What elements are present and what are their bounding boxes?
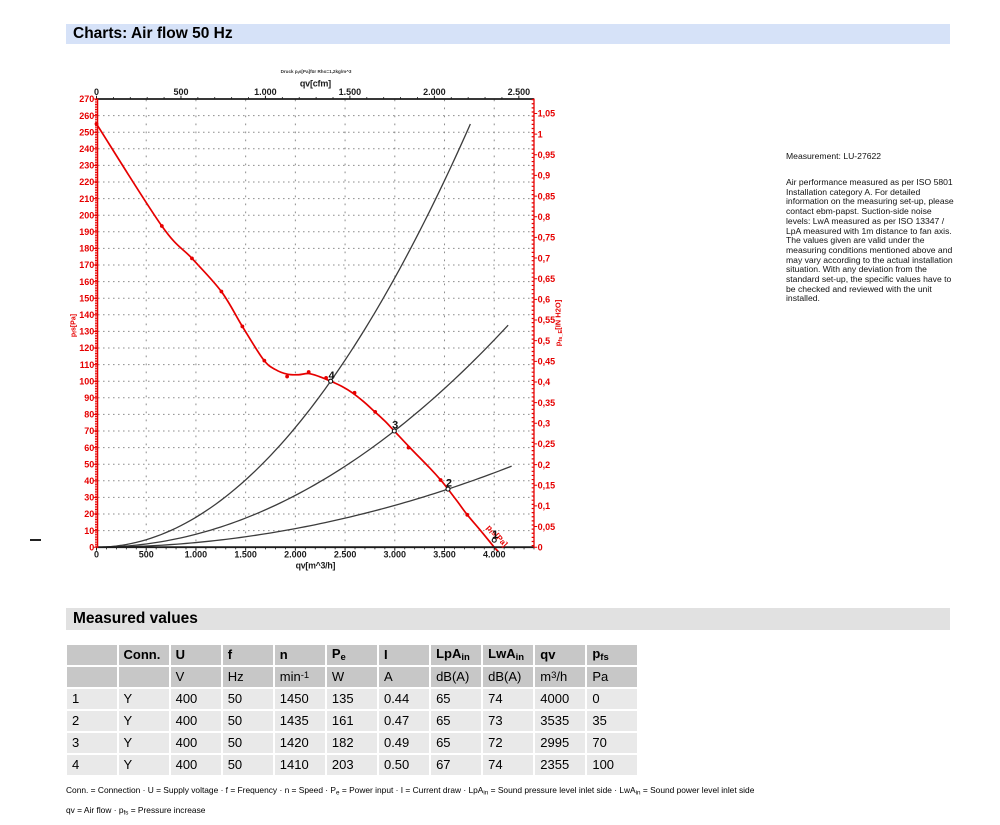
- svg-text:0,95: 0,95: [538, 150, 556, 160]
- svg-text:1.500: 1.500: [234, 550, 257, 560]
- svg-text:190: 190: [79, 227, 94, 237]
- svg-text:1,05: 1,05: [538, 109, 556, 119]
- svg-text:70: 70: [84, 426, 94, 436]
- svg-text:140: 140: [79, 310, 94, 320]
- svg-text:60: 60: [84, 443, 94, 453]
- svg-text:0,85: 0,85: [538, 191, 556, 201]
- svg-text:250: 250: [79, 127, 94, 137]
- svg-text:500: 500: [139, 550, 154, 560]
- svg-text:0: 0: [94, 87, 99, 97]
- svg-text:0,35: 0,35: [538, 398, 556, 408]
- svg-text:1: 1: [492, 529, 498, 541]
- svg-text:0,15: 0,15: [538, 480, 556, 490]
- svg-text:pfs_E[IN H2O]: pfs_E[IN H2O]: [554, 299, 564, 346]
- svg-text:2.000: 2.000: [284, 550, 307, 560]
- svg-text:3.000: 3.000: [384, 550, 407, 560]
- svg-text:0,6: 0,6: [538, 295, 551, 305]
- svg-text:3.500: 3.500: [433, 550, 456, 560]
- svg-text:4: 4: [328, 370, 335, 382]
- svg-text:2: 2: [446, 478, 452, 490]
- svg-text:0,8: 0,8: [538, 212, 551, 222]
- svg-text:2.500: 2.500: [334, 550, 357, 560]
- svg-text:0,5: 0,5: [538, 336, 551, 346]
- svg-text:1.000: 1.000: [185, 550, 208, 560]
- svg-text:40: 40: [84, 476, 94, 486]
- svg-text:0,75: 0,75: [538, 233, 556, 243]
- svg-text:0,9: 0,9: [538, 171, 551, 181]
- svg-text:30: 30: [84, 493, 94, 503]
- svg-text:160: 160: [79, 277, 94, 287]
- svg-text:500: 500: [173, 87, 188, 97]
- svg-text:3: 3: [392, 420, 398, 432]
- svg-text:50: 50: [84, 459, 94, 469]
- svg-text:230: 230: [79, 161, 94, 171]
- svg-text:0,65: 0,65: [538, 274, 556, 284]
- svg-text:1.500: 1.500: [339, 87, 362, 97]
- svg-text:220: 220: [79, 177, 94, 187]
- svg-text:260: 260: [79, 111, 94, 121]
- svg-text:2.000: 2.000: [423, 87, 446, 97]
- svg-text:0,25: 0,25: [538, 439, 556, 449]
- svg-text:4.000: 4.000: [483, 550, 506, 560]
- svg-text:120: 120: [79, 343, 94, 353]
- svg-text:0,55: 0,55: [538, 315, 556, 325]
- svg-text:0,2: 0,2: [538, 460, 551, 470]
- svg-text:0: 0: [538, 542, 543, 552]
- svg-text:0,3: 0,3: [538, 418, 551, 428]
- svg-text:Druck pfs[Pa]für Rho=1,2kg/m^3: Druck pfs[Pa]für Rho=1,2kg/m^3: [281, 69, 352, 75]
- svg-text:0: 0: [89, 542, 94, 552]
- svg-text:110: 110: [80, 360, 95, 370]
- svg-text:0,1: 0,1: [538, 501, 551, 511]
- svg-text:0,7: 0,7: [538, 253, 551, 263]
- svg-text:1: 1: [538, 129, 543, 139]
- svg-text:90: 90: [84, 393, 94, 403]
- svg-text:0: 0: [94, 550, 99, 560]
- svg-text:0,45: 0,45: [538, 357, 556, 367]
- svg-text:200: 200: [79, 210, 94, 220]
- svg-text:10: 10: [84, 526, 94, 536]
- svg-text:0,4: 0,4: [538, 377, 551, 387]
- svg-text:1.000: 1.000: [254, 87, 277, 97]
- svg-text:130: 130: [79, 327, 94, 337]
- svg-text:0,05: 0,05: [538, 522, 556, 532]
- svg-text:qv[cfm]: qv[cfm]: [300, 78, 331, 88]
- svg-text:180: 180: [79, 244, 94, 254]
- svg-text:80: 80: [84, 410, 94, 420]
- svg-text:2.500: 2.500: [508, 87, 531, 97]
- svg-text:150: 150: [79, 293, 94, 303]
- svg-text:170: 170: [79, 260, 94, 270]
- svg-text:240: 240: [79, 144, 94, 154]
- svg-text:qv[m^3/h]: qv[m^3/h]: [296, 561, 336, 571]
- svg-text:20: 20: [84, 509, 94, 519]
- svg-text:210: 210: [79, 194, 94, 204]
- svg-text:100: 100: [79, 376, 94, 386]
- svg-text:270: 270: [79, 94, 94, 104]
- svg-text:pfs[Pa]: pfs[Pa]: [71, 314, 79, 337]
